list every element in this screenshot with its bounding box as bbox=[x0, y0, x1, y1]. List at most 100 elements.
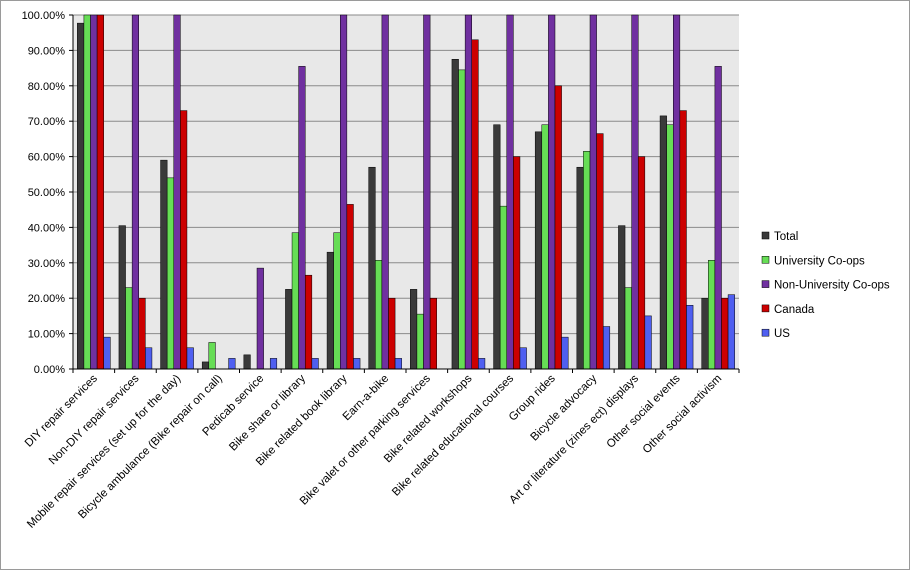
bar-non-university-co-ops-4 bbox=[256, 267, 264, 370]
legend-swatch bbox=[761, 231, 770, 240]
legend-swatch bbox=[761, 256, 770, 264]
bar-non-university-co-ops-7 bbox=[381, 14, 389, 370]
x-tick-label: Bike share or library bbox=[227, 372, 308, 453]
bar-university-co-ops-2 bbox=[166, 177, 175, 370]
bar-university-co-ops-14 bbox=[666, 124, 674, 370]
bar-canada-8 bbox=[429, 297, 437, 370]
bar-total-2 bbox=[160, 159, 168, 370]
y-tick-label: 100.00% bbox=[22, 10, 66, 22]
bar-non-university-co-ops-1 bbox=[131, 14, 139, 370]
x-tick-label: Mobile repair services (set up for the d… bbox=[25, 373, 183, 531]
bar-us-12 bbox=[602, 326, 611, 370]
bar-total-14 bbox=[659, 115, 667, 370]
y-tick-label: 40.00% bbox=[28, 222, 66, 234]
bar-non-university-co-ops-9 bbox=[464, 14, 472, 370]
bar-university-co-ops-12 bbox=[583, 151, 591, 370]
bar-total-12 bbox=[576, 166, 584, 370]
bar-total-3 bbox=[201, 361, 210, 370]
legend-label: Non-University Co-ops bbox=[774, 280, 890, 292]
y-tick-labels: 0.00% 10.00% 20.00% 30.00% 40.00% 50.00% 60.00… bbox=[22, 10, 66, 376]
bar-university-co-ops-6 bbox=[333, 232, 341, 370]
bar-university-co-ops-3 bbox=[208, 342, 216, 370]
legend-label: US bbox=[774, 328, 790, 340]
bar-canada-13 bbox=[637, 156, 646, 370]
bar-non-university-co-ops-5 bbox=[298, 66, 306, 370]
y-tick-label: 90.00% bbox=[28, 45, 66, 57]
bar-us-11 bbox=[561, 336, 569, 370]
bar-canada-14 bbox=[679, 110, 687, 370]
bar-total-4 bbox=[243, 354, 251, 370]
bar-total-11 bbox=[534, 131, 543, 370]
y-tick-label: 30.00% bbox=[28, 258, 66, 270]
y-tick-label: 60.00% bbox=[28, 152, 66, 164]
y-tick-label: 0.00% bbox=[34, 364, 65, 376]
x-tick-label: Bicycle ambulance (Bike repair on call) bbox=[76, 373, 225, 522]
bar-university-co-ops-10 bbox=[499, 205, 508, 370]
bar-canada-15 bbox=[721, 297, 729, 370]
bar-non-university-co-ops-15 bbox=[714, 66, 722, 370]
bar-us-15 bbox=[727, 294, 735, 370]
bar-us-1 bbox=[145, 347, 153, 370]
bar-university-co-ops-7 bbox=[375, 260, 383, 370]
bar-us-10 bbox=[519, 347, 527, 370]
bars bbox=[77, 14, 735, 370]
bar-university-co-ops-5 bbox=[291, 232, 299, 370]
legend-swatch bbox=[761, 304, 770, 313]
bar-non-university-co-ops-8 bbox=[423, 14, 431, 370]
bar-canada-10 bbox=[513, 156, 521, 370]
bar-total-9 bbox=[451, 59, 459, 370]
bar-university-co-ops-13 bbox=[624, 287, 632, 370]
axes bbox=[69, 15, 740, 373]
y-tick-label: 80.00% bbox=[28, 81, 66, 93]
bar-non-university-co-ops-11 bbox=[548, 14, 556, 370]
bar-total-6 bbox=[326, 251, 334, 370]
legend-label: Total bbox=[774, 231, 798, 243]
y-tick-label: 10.00% bbox=[28, 329, 66, 341]
bar-non-university-co-ops-2 bbox=[173, 14, 181, 370]
bar-us-3 bbox=[228, 358, 236, 370]
legend-swatch bbox=[761, 328, 770, 337]
bar-non-university-co-ops-10 bbox=[506, 14, 514, 370]
bar-us-13 bbox=[644, 315, 652, 370]
bar-total-10 bbox=[493, 124, 501, 370]
bar-us-7 bbox=[394, 358, 402, 370]
bar-us-2 bbox=[186, 347, 194, 370]
bar-total-7 bbox=[368, 166, 376, 370]
y-tick-label: 20.00% bbox=[28, 293, 66, 305]
bar-university-co-ops-0 bbox=[83, 14, 91, 370]
bar-canada-0 bbox=[96, 14, 104, 370]
bar-university-co-ops-15 bbox=[708, 260, 716, 370]
y-tick-label: 50.00% bbox=[28, 187, 66, 199]
bar-non-university-co-ops-14 bbox=[673, 14, 681, 370]
bar-us-5 bbox=[311, 358, 319, 370]
bar-total-0 bbox=[77, 22, 85, 370]
bar-university-co-ops-11 bbox=[541, 124, 549, 370]
bar-canada-12 bbox=[596, 133, 604, 370]
bar-total-15 bbox=[701, 297, 709, 370]
bar-us-9 bbox=[478, 358, 486, 370]
bar-canada-5 bbox=[304, 274, 313, 370]
bar-non-university-co-ops-12 bbox=[589, 14, 597, 370]
bar-canada-1 bbox=[138, 297, 146, 370]
bar-us-4 bbox=[269, 358, 278, 370]
bar-us-0 bbox=[103, 336, 111, 370]
bar-us-14 bbox=[686, 305, 694, 370]
legend-swatch bbox=[761, 280, 770, 288]
legend-label: University Co-ops bbox=[774, 255, 865, 267]
bar-us-6 bbox=[353, 358, 361, 370]
bar-total-13 bbox=[618, 225, 626, 370]
bar-total-1 bbox=[118, 225, 126, 370]
bar-canada-7 bbox=[388, 297, 396, 370]
y-tick-label: 70.00% bbox=[28, 116, 66, 128]
bar-university-co-ops-1 bbox=[125, 287, 133, 370]
bar-university-co-ops-8 bbox=[416, 313, 424, 370]
legend: Total University Co-ops Non-University Co-… bbox=[761, 231, 890, 340]
x-tick-label: Other social activism bbox=[641, 373, 725, 457]
x-tick-label: DIY repair services bbox=[23, 372, 100, 449]
bar-non-university-co-ops-0 bbox=[90, 14, 98, 370]
bar-non-university-co-ops-13 bbox=[631, 14, 639, 370]
bar-canada-2 bbox=[180, 110, 188, 370]
bar-university-co-ops-9 bbox=[458, 69, 466, 370]
